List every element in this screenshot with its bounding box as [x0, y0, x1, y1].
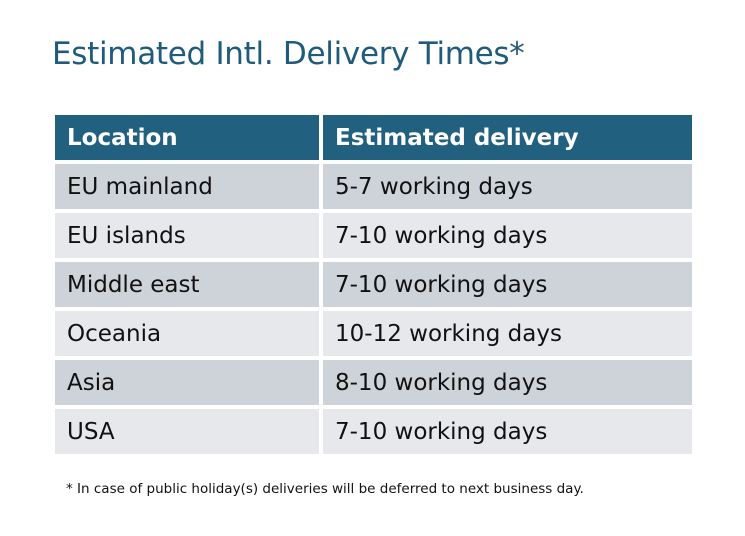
table-row: Oceania 10-12 working days [55, 311, 692, 356]
location-cell: Asia [55, 360, 319, 405]
location-cell: EU islands [55, 213, 319, 258]
table-header-row: Location Estimated delivery [55, 115, 692, 160]
delivery-cell: 7-10 working days [323, 409, 692, 454]
delivery-cell: 5-7 working days [323, 164, 692, 209]
table-row: EU mainland 5-7 working days [55, 164, 692, 209]
delivery-times-table: Location Estimated delivery EU mainland … [51, 111, 696, 458]
page-title: Estimated Intl. Delivery Times* [52, 36, 525, 72]
location-cell: EU mainland [55, 164, 319, 209]
delivery-cell: 7-10 working days [323, 262, 692, 307]
column-header-location: Location [55, 115, 319, 160]
table-row: USA 7-10 working days [55, 409, 692, 454]
location-cell: USA [55, 409, 319, 454]
location-cell: Middle east [55, 262, 319, 307]
table-row: Asia 8-10 working days [55, 360, 692, 405]
location-cell: Oceania [55, 311, 319, 356]
table-row: EU islands 7-10 working days [55, 213, 692, 258]
footnote: * In case of public holiday(s) deliverie… [66, 481, 584, 497]
delivery-cell: 10-12 working days [323, 311, 692, 356]
delivery-cell: 7-10 working days [323, 213, 692, 258]
table-row: Middle east 7-10 working days [55, 262, 692, 307]
column-header-estimated-delivery: Estimated delivery [323, 115, 692, 160]
delivery-cell: 8-10 working days [323, 360, 692, 405]
